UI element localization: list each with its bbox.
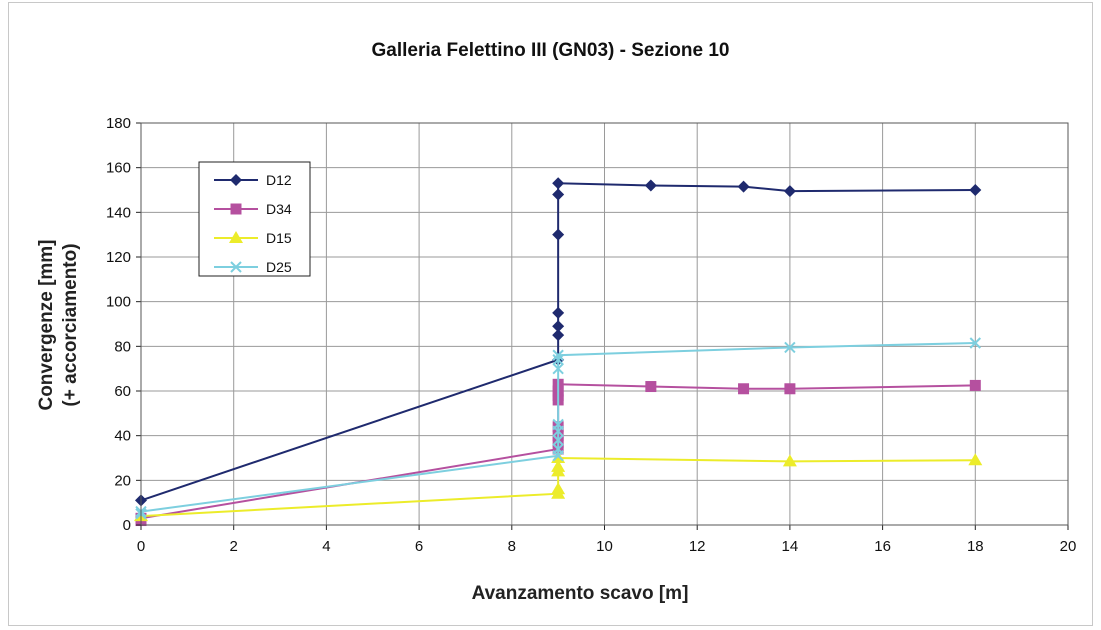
data-point: [552, 443, 564, 455]
legend-marker: [230, 261, 242, 273]
data-point: [969, 337, 982, 349]
data-point: [784, 341, 796, 354]
legend-item-d34: D34: [214, 201, 292, 217]
data-point: [552, 228, 565, 241]
x-tick-label: 18: [967, 538, 984, 555]
legend-marker: [230, 174, 242, 186]
data-point: [552, 362, 564, 375]
data-point: [738, 383, 750, 395]
data-point: [782, 454, 797, 467]
legend: D12 D34 D15 D25: [198, 161, 311, 277]
x-tick-label: 12: [689, 538, 706, 555]
data-point: [552, 177, 565, 190]
legend-label: D12: [266, 172, 292, 188]
data-point: [551, 459, 566, 472]
y-axis-title-line2: (+ accorciamento): [60, 243, 81, 406]
y-tick-label: 80: [114, 338, 131, 355]
data-point: [645, 381, 657, 393]
data-point: [552, 354, 564, 366]
x-tick-label: 10: [596, 538, 613, 555]
x-axis-title: Avanzamento scavo [m]: [472, 583, 689, 604]
legend-marker: [229, 231, 243, 243]
data-point: [644, 179, 657, 192]
data-point: [783, 185, 796, 198]
x-tick-label: 8: [508, 538, 516, 555]
plot-border: [140, 122, 1069, 526]
chart-title: Galleria Felettino III (GN03) - Sezione …: [371, 40, 730, 61]
y-axis-title-line1: Convergenze [mm]: [36, 239, 57, 410]
x-tick-label: 2: [230, 538, 238, 555]
series-line: [140, 341, 976, 514]
data-point: [552, 349, 564, 361]
legend-marker: [230, 203, 242, 215]
series-layer: [134, 177, 983, 527]
data-point: [552, 434, 564, 446]
data-point: [552, 306, 565, 319]
y-tick-label: 20: [114, 472, 131, 489]
x-tick-label: 0: [137, 538, 145, 555]
data-point: [552, 188, 565, 201]
y-tick-label: 40: [114, 428, 131, 445]
data-point: [551, 482, 566, 495]
x-tick-label: 6: [415, 538, 423, 555]
x-tick-label: 20: [1060, 538, 1077, 555]
y-tick-label: 120: [106, 249, 131, 266]
data-point: [552, 320, 565, 333]
data-point: [969, 379, 981, 391]
data-point: [969, 184, 982, 196]
y-tick-label: 100: [106, 294, 131, 311]
data-point: [552, 329, 565, 342]
legend-item-d12: D12: [214, 172, 292, 188]
y-tick-label: 160: [106, 160, 131, 177]
data-point: [552, 418, 564, 431]
y-tick-label: 180: [106, 115, 131, 132]
data-point: [737, 180, 750, 193]
legend-label: D15: [266, 230, 292, 246]
data-point: [968, 453, 983, 466]
y-tick-label: 140: [106, 204, 131, 221]
x-tick-label: 14: [782, 538, 799, 555]
legend-item-d25: D25: [214, 259, 292, 275]
axis-layer: 0 2 4 6 8 10 12 14 16 18 20 0 20 40 60 80 100 120 140 160 18…: [106, 115, 1076, 555]
y-tick-label: 60: [114, 383, 131, 400]
data-point: [784, 383, 796, 395]
x-tick-label: 16: [874, 538, 891, 555]
legend-item-d15: D15: [214, 230, 292, 246]
legend-label: D25: [266, 259, 292, 275]
series-d25: [135, 337, 982, 520]
x-tick-label: 4: [322, 538, 330, 555]
legend-label: D34: [266, 201, 292, 217]
y-tick-label: 0: [123, 517, 131, 534]
